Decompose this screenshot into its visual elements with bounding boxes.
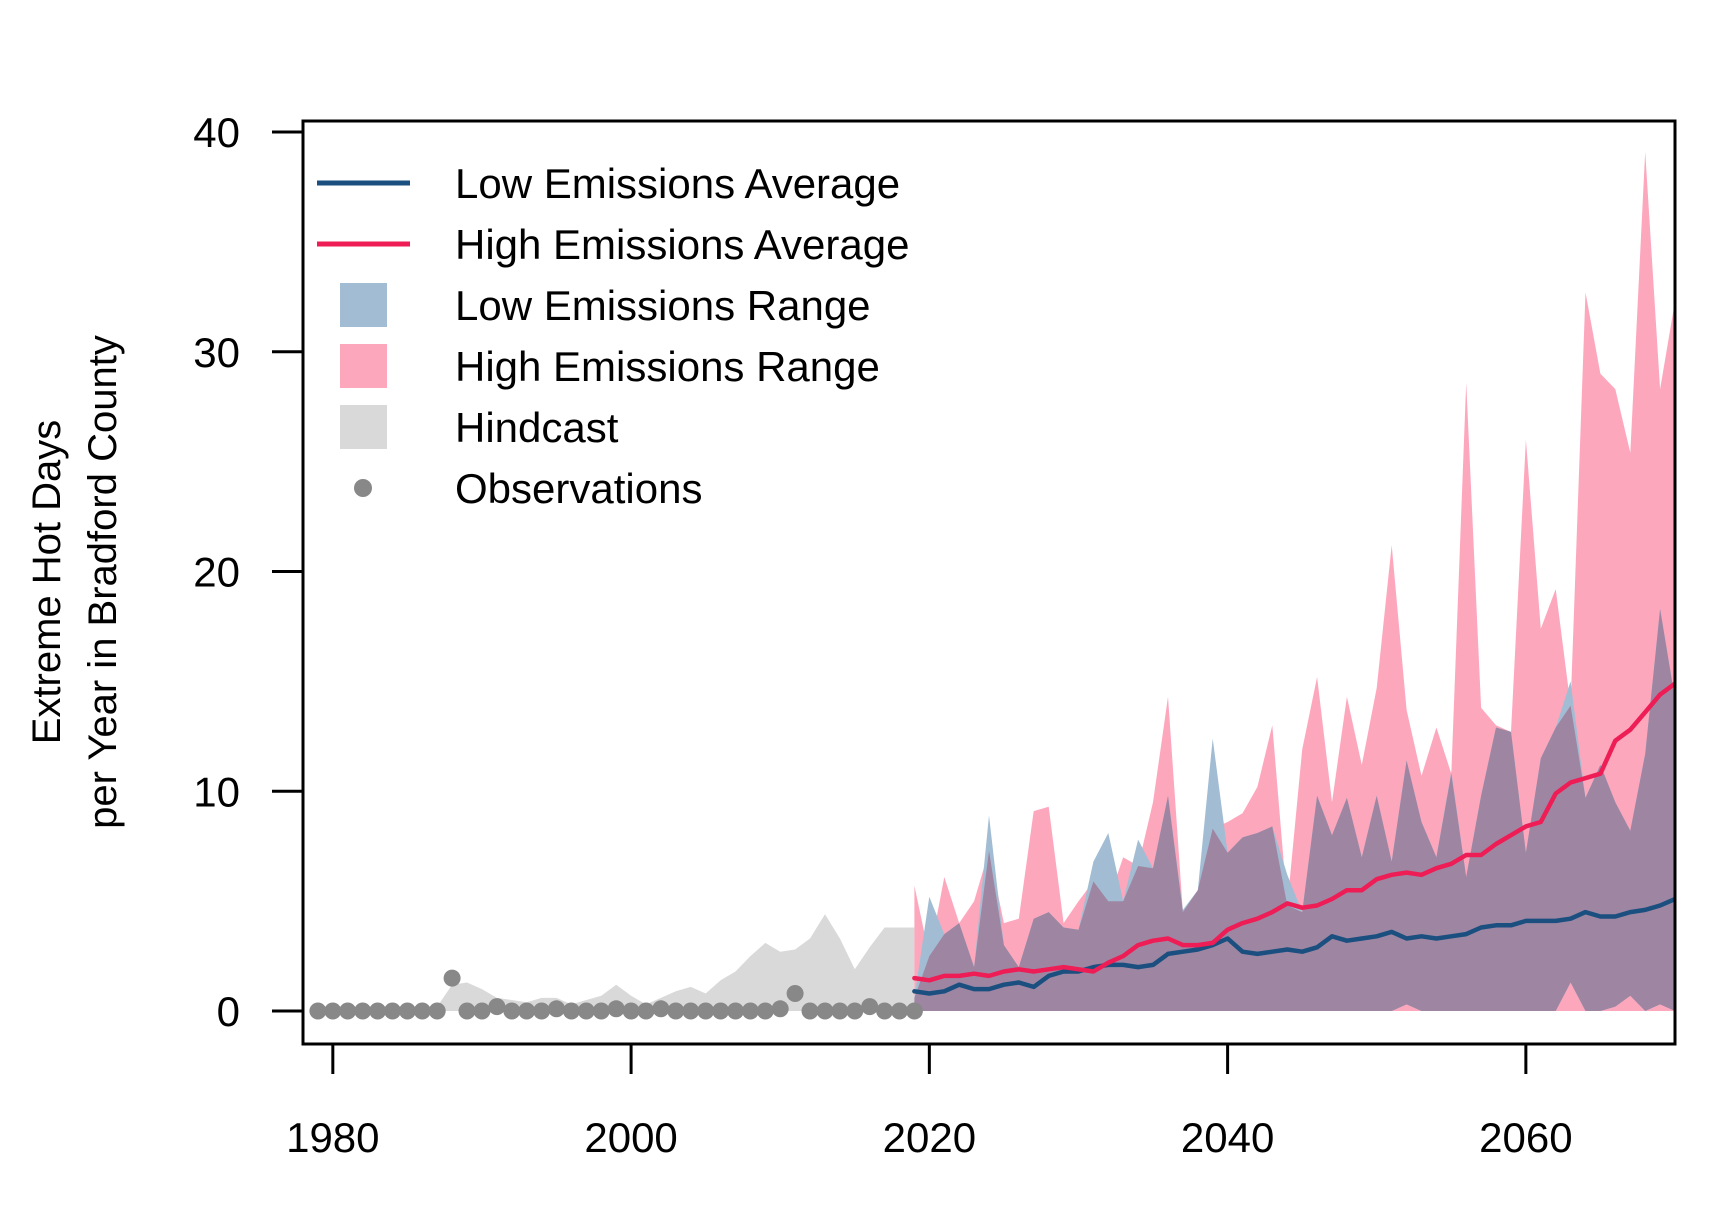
x-tick-label: 2060	[1479, 1114, 1572, 1161]
observation-point	[861, 998, 879, 1016]
legend-swatch-observations	[354, 479, 372, 497]
observation-point	[398, 1002, 416, 1020]
observation-point	[562, 1002, 580, 1020]
observation-point	[741, 1002, 759, 1020]
observation-point	[503, 1002, 521, 1020]
y-tick-label: 40	[193, 109, 240, 156]
observation-point	[607, 1000, 625, 1018]
observation-point	[577, 1002, 595, 1020]
observation-point	[712, 1002, 730, 1020]
x-tick-label: 2020	[883, 1114, 976, 1161]
observations-layer	[309, 969, 923, 1020]
average-lines-layer	[912, 681, 1675, 996]
legend-label-high-emissions-range: High Emissions Range	[455, 343, 880, 390]
observation-point	[354, 1002, 372, 1020]
observation-point	[309, 1002, 327, 1020]
legend-swatch-hindcast	[340, 405, 387, 449]
observation-point	[756, 1002, 774, 1020]
observation-point	[667, 1002, 685, 1020]
observation-point	[905, 1002, 923, 1020]
x-axis: 1980 2000 2020 2040 2060	[286, 1042, 1573, 1161]
observation-point	[533, 1002, 551, 1020]
y-tick-label: 20	[193, 549, 240, 596]
observation-point	[816, 1002, 834, 1020]
legend-label-hindcast: Hindcast	[455, 404, 619, 451]
legend: Low Emissions Average High Emissions Aver…	[317, 160, 909, 512]
observation-point	[697, 1002, 715, 1020]
observation-point	[548, 1000, 565, 1018]
range-overlap-band	[914, 608, 1675, 1011]
observation-point	[637, 1002, 655, 1020]
observation-point	[384, 1002, 401, 1020]
observation-point	[727, 1002, 744, 1020]
high-emissions-average-line	[912, 681, 1675, 983]
observation-point	[339, 1002, 357, 1020]
x-tick-label: 2000	[584, 1114, 677, 1161]
hindcast-range-layer	[317, 914, 915, 1011]
y-axis: 0 10 20 30 40	[193, 109, 305, 1035]
observation-point	[458, 1002, 476, 1020]
observation-point	[413, 1002, 431, 1020]
observation-point	[592, 1002, 610, 1020]
hindcast-band	[317, 914, 915, 1011]
observation-point	[891, 1002, 908, 1020]
observation-point	[473, 1002, 491, 1020]
observation-point	[622, 1002, 640, 1020]
observation-point	[324, 1002, 342, 1020]
observation-point	[652, 1000, 670, 1018]
x-tick-label: 2040	[1181, 1114, 1274, 1161]
observation-point	[831, 1002, 849, 1020]
legend-swatch-low-emissions-range	[340, 283, 387, 327]
low-emissions-average-line	[912, 896, 1675, 996]
observation-point	[369, 1002, 387, 1020]
legend-label-high-emissions-average: High Emissions Average	[455, 221, 909, 268]
observation-point	[846, 1002, 864, 1020]
plot-area	[309, 151, 1675, 1020]
legend-label-low-emissions-range: Low Emissions Range	[455, 282, 871, 329]
observation-point	[488, 998, 506, 1016]
observation-point	[443, 969, 461, 987]
y-tick-label: 10	[193, 768, 240, 815]
x-tick-label: 1980	[286, 1114, 379, 1161]
y-tick-label: 30	[193, 329, 240, 376]
observation-point	[682, 1002, 700, 1020]
observation-point	[518, 1002, 536, 1020]
observation-point	[771, 1000, 789, 1018]
legend-label-low-emissions-average: Low Emissions Average	[455, 160, 900, 207]
y-axis-label-line-1: Extreme Hot Days	[25, 420, 69, 745]
legend-swatch-high-emissions-range	[340, 344, 387, 388]
y-axis-label: Extreme Hot Days per Year in Bradford Co…	[25, 335, 125, 829]
observation-point	[876, 1002, 894, 1020]
legend-label-observations: Observations	[455, 465, 702, 512]
observation-point	[801, 1002, 819, 1020]
emissions-range-layer	[914, 151, 1675, 1012]
y-tick-label: 0	[217, 988, 240, 1035]
observation-point	[786, 985, 804, 1002]
observation-point	[428, 1002, 446, 1020]
y-axis-label-line-2: per Year in Bradford County	[81, 335, 125, 829]
